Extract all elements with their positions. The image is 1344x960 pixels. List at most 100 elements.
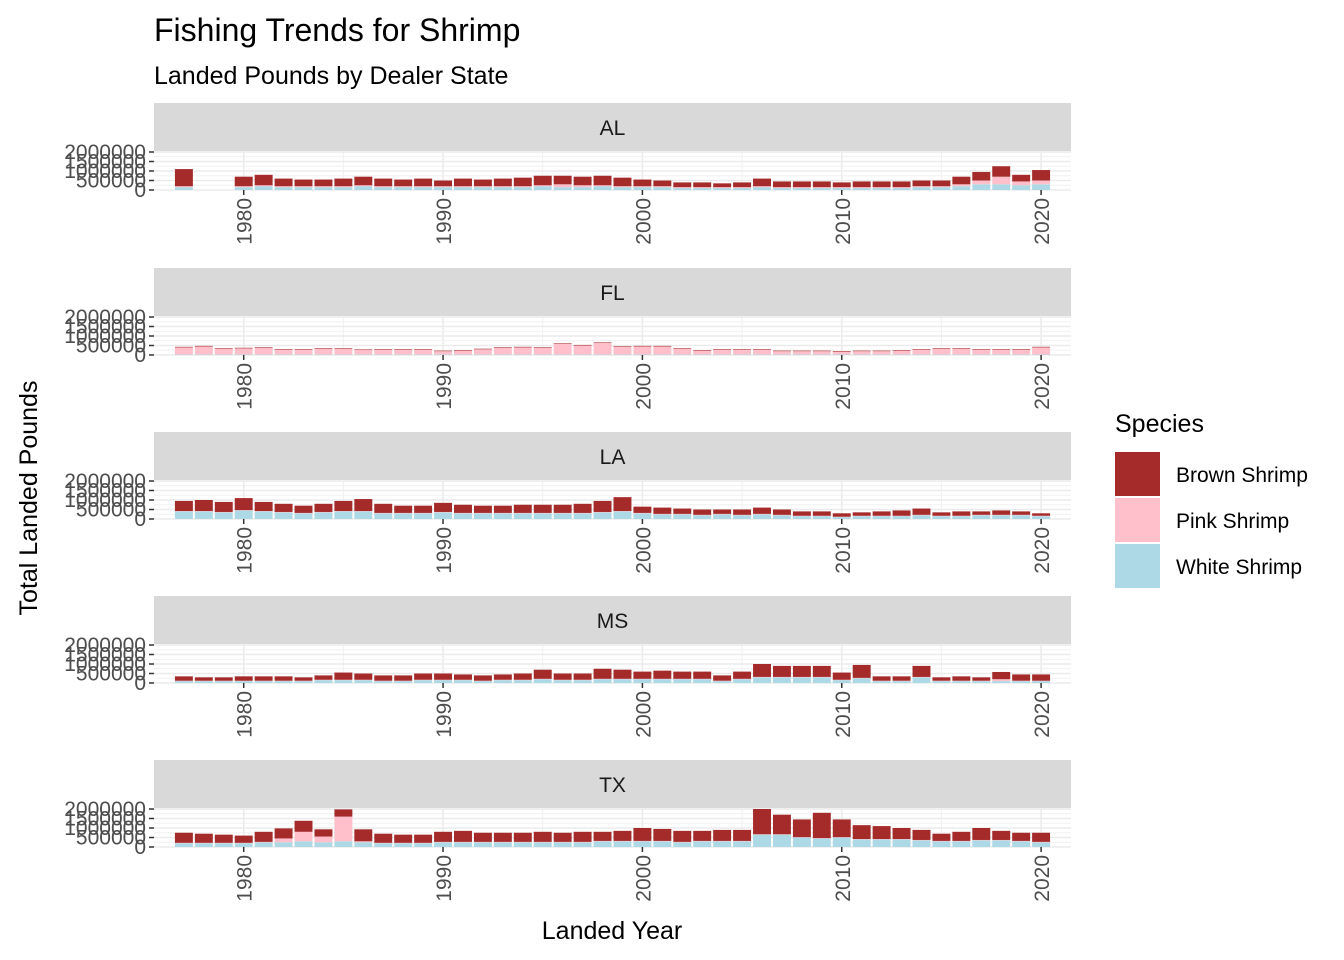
bar-white-shrimp	[633, 187, 652, 190]
bar-brown-shrimp	[454, 674, 472, 680]
bar-white-shrimp	[314, 512, 333, 519]
x-tick-label: 2010	[832, 527, 855, 574]
bar-brown-shrimp	[753, 809, 771, 835]
bar-brown-shrimp	[294, 349, 313, 350]
bar-white-shrimp	[972, 681, 991, 683]
bar-brown-shrimp	[613, 177, 632, 187]
bar-brown-shrimp	[613, 346, 632, 347]
bar-white-shrimp	[952, 354, 971, 355]
bar-brown-shrimp	[1032, 346, 1051, 348]
bar-pink-shrimp	[374, 186, 393, 188]
bar-white-shrimp	[334, 680, 353, 683]
bar-white-shrimp	[473, 354, 492, 355]
bar-brown-shrimp	[972, 511, 991, 515]
bar-white-shrimp	[473, 842, 492, 847]
x-tick-label: 2020	[1031, 363, 1054, 410]
bar-brown-shrimp	[454, 178, 472, 187]
bar-brown-shrimp	[593, 500, 612, 512]
bar-brown-shrimp	[872, 826, 891, 840]
bar-brown-shrimp	[254, 676, 273, 681]
bar-white-shrimp	[673, 354, 692, 355]
y-tick-label: 500000	[76, 335, 146, 358]
bar-brown-shrimp	[1012, 832, 1031, 841]
bar-white-shrimp	[274, 681, 293, 683]
bar-white-shrimp	[414, 187, 433, 190]
bar-brown-shrimp	[553, 175, 572, 185]
bar-brown-shrimp	[892, 350, 911, 351]
bar-pink-shrimp	[852, 351, 871, 355]
y-tick-label: 1500000	[64, 151, 146, 174]
bar-brown-shrimp	[354, 499, 373, 512]
bar-pink-shrimp	[673, 187, 692, 189]
x-tick-label: 1990	[433, 691, 456, 738]
bar-white-shrimp	[673, 679, 692, 683]
bar-brown-shrimp	[234, 676, 253, 681]
bar-pink-shrimp	[613, 186, 632, 188]
bar-brown-shrimp	[274, 676, 293, 681]
bar-white-shrimp	[194, 681, 213, 683]
bar-brown-shrimp	[214, 348, 233, 349]
bar-white-shrimp	[673, 188, 692, 190]
x-tick-label: 2000	[632, 855, 655, 902]
bar-pink-shrimp	[334, 348, 353, 355]
bar-white-shrimp	[932, 516, 951, 519]
bar-brown-shrimp	[992, 166, 1011, 177]
facet-strip	[154, 432, 1071, 480]
bar-white-shrimp	[354, 511, 373, 519]
bar-white-shrimp	[234, 681, 253, 683]
bar-brown-shrimp	[733, 829, 752, 841]
bar-white-shrimp	[254, 842, 273, 847]
x-tick-label: 2010	[832, 691, 855, 738]
bar-white-shrimp	[693, 841, 712, 847]
bar-white-shrimp	[354, 354, 373, 355]
bar-white-shrimp	[394, 354, 413, 355]
bar-brown-shrimp	[892, 181, 911, 188]
bar-brown-shrimp	[434, 350, 453, 352]
bar-brown-shrimp	[673, 671, 692, 679]
x-tick-label: 1990	[433, 527, 456, 574]
bar-pink-shrimp	[753, 349, 771, 355]
bar-white-shrimp	[214, 843, 233, 847]
bar-pink-shrimp	[314, 186, 333, 188]
bar-brown-shrimp	[593, 668, 612, 679]
bar-pink-shrimp	[972, 349, 991, 355]
y-tick-label: 0	[134, 344, 146, 367]
bar-white-shrimp	[513, 354, 532, 355]
legend-key	[1115, 452, 1160, 496]
bar-white-shrimp	[872, 516, 891, 519]
bar-white-shrimp	[294, 354, 313, 355]
bar-pink-shrimp	[354, 185, 373, 187]
bar-white-shrimp	[733, 354, 752, 355]
bar-white-shrimp	[234, 187, 253, 190]
bar-brown-shrimp	[1032, 513, 1051, 516]
legend-label: Brown Shrimp	[1176, 464, 1308, 487]
bar-brown-shrimp	[912, 829, 931, 840]
bar-white-shrimp	[593, 186, 612, 190]
bar-brown-shrimp	[254, 347, 273, 348]
bar-white-shrimp	[673, 842, 692, 847]
bar-brown-shrimp	[992, 349, 1011, 350]
bar-brown-shrimp	[872, 181, 891, 188]
bar-white-shrimp	[912, 187, 931, 190]
bar-white-shrimp	[832, 354, 851, 355]
bar-brown-shrimp	[434, 502, 453, 512]
bar-brown-shrimp	[234, 176, 253, 187]
bar-brown-shrimp	[812, 181, 831, 188]
bar-brown-shrimp	[194, 677, 213, 681]
bar-white-shrimp	[673, 514, 692, 519]
facet-strip	[154, 268, 1071, 316]
bar-pink-shrimp	[892, 350, 911, 355]
bar-brown-shrimp	[493, 674, 512, 680]
bar-brown-shrimp	[394, 179, 413, 187]
bar-white-shrimp	[792, 354, 811, 355]
legend-title: Species	[1115, 410, 1204, 438]
bar-brown-shrimp	[274, 828, 293, 839]
y-tick-label: 0	[134, 672, 146, 695]
bar-white-shrimp	[194, 511, 213, 519]
bar-white-shrimp	[493, 513, 512, 519]
bar-brown-shrimp	[673, 830, 692, 842]
